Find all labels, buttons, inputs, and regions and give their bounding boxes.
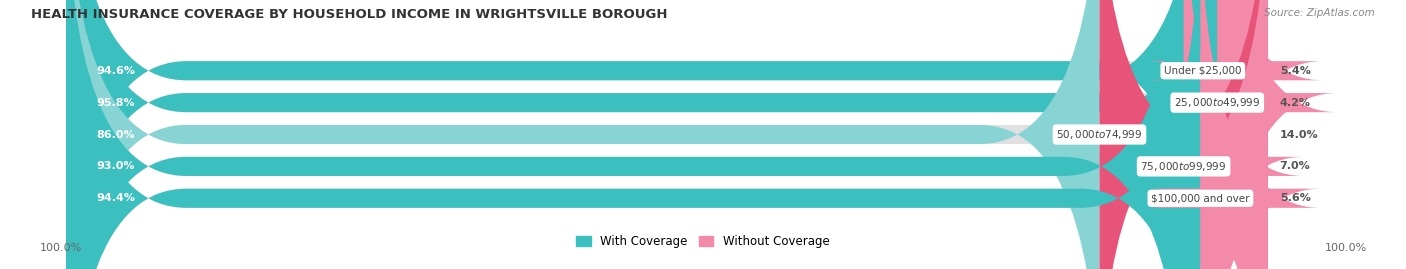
Text: 94.4%: 94.4%	[96, 193, 135, 203]
FancyBboxPatch shape	[1147, 0, 1320, 269]
Text: 100.0%: 100.0%	[1324, 243, 1367, 253]
Text: 86.0%: 86.0%	[96, 129, 135, 140]
FancyBboxPatch shape	[66, 0, 1268, 269]
Text: 7.0%: 7.0%	[1279, 161, 1310, 171]
Text: Source: ZipAtlas.com: Source: ZipAtlas.com	[1264, 8, 1375, 18]
FancyBboxPatch shape	[66, 0, 1218, 269]
FancyBboxPatch shape	[66, 0, 1268, 269]
FancyBboxPatch shape	[66, 0, 1184, 269]
Legend: With Coverage, Without Coverage: With Coverage, Without Coverage	[572, 230, 834, 253]
Text: Under $25,000: Under $25,000	[1164, 66, 1241, 76]
Text: 93.0%: 93.0%	[96, 161, 135, 171]
Text: 14.0%: 14.0%	[1279, 129, 1319, 140]
Text: HEALTH INSURANCE COVERAGE BY HOUSEHOLD INCOME IN WRIGHTSVILLE BOROUGH: HEALTH INSURANCE COVERAGE BY HOUSEHOLD I…	[31, 8, 668, 21]
FancyBboxPatch shape	[66, 0, 1268, 269]
FancyBboxPatch shape	[66, 0, 1201, 269]
FancyBboxPatch shape	[66, 0, 1099, 269]
Text: 4.2%: 4.2%	[1279, 98, 1310, 108]
Text: $75,000 to $99,999: $75,000 to $99,999	[1140, 160, 1227, 173]
Text: 5.4%: 5.4%	[1279, 66, 1310, 76]
FancyBboxPatch shape	[1147, 0, 1337, 269]
FancyBboxPatch shape	[66, 0, 1268, 269]
FancyBboxPatch shape	[1147, 0, 1323, 269]
Text: 5.6%: 5.6%	[1279, 193, 1310, 203]
Text: 100.0%: 100.0%	[39, 243, 82, 253]
Text: $100,000 and over: $100,000 and over	[1152, 193, 1250, 203]
Text: $25,000 to $49,999: $25,000 to $49,999	[1174, 96, 1260, 109]
FancyBboxPatch shape	[1099, 0, 1268, 269]
FancyBboxPatch shape	[1147, 0, 1303, 269]
FancyBboxPatch shape	[66, 0, 1202, 269]
FancyBboxPatch shape	[66, 0, 1268, 269]
Text: 95.8%: 95.8%	[96, 98, 135, 108]
Text: 94.6%: 94.6%	[96, 66, 135, 76]
Text: $50,000 to $74,999: $50,000 to $74,999	[1056, 128, 1143, 141]
